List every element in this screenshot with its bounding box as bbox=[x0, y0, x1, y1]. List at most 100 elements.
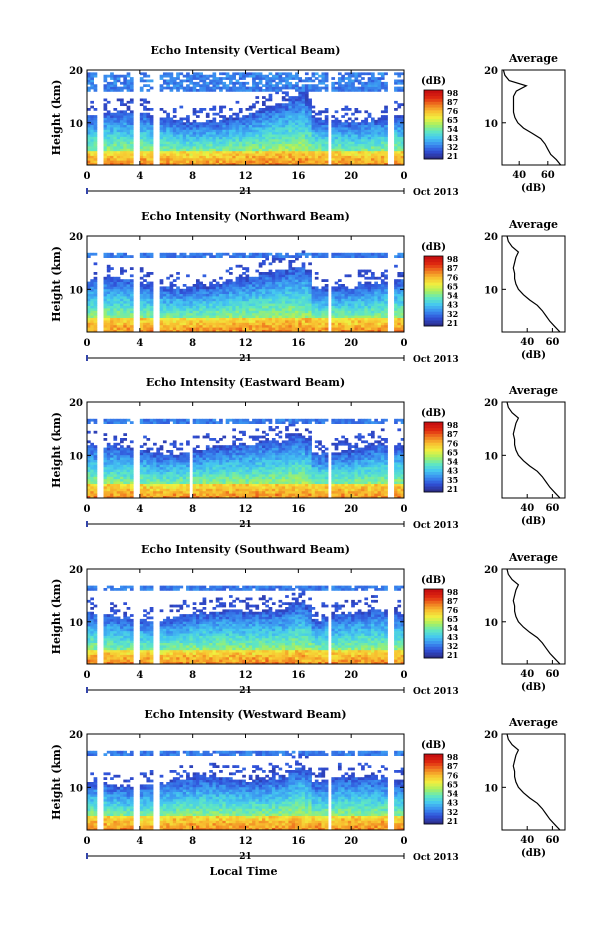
heatmap-cell bbox=[314, 86, 319, 90]
heatmap-cell bbox=[232, 136, 236, 140]
heatmap-cell bbox=[291, 269, 296, 273]
heatmap-cell bbox=[275, 286, 279, 290]
heatmap-cell bbox=[275, 146, 279, 149]
heatmap-cell bbox=[110, 300, 114, 304]
heatmap-cell bbox=[341, 134, 345, 137]
heatmap-cell bbox=[311, 150, 316, 154]
heatmap-cell bbox=[172, 252, 177, 256]
heatmap-cell bbox=[311, 300, 316, 304]
heatmap-cell bbox=[225, 86, 230, 90]
heatmap-cell bbox=[344, 157, 349, 161]
heatmap-cell bbox=[166, 86, 170, 90]
heatmap-cell bbox=[212, 148, 217, 152]
heatmap-cell bbox=[252, 286, 256, 290]
heatmap-cell bbox=[162, 117, 167, 121]
heatmap-cell bbox=[205, 127, 210, 130]
heatmap-cell bbox=[285, 279, 289, 282]
heatmap-cell bbox=[285, 124, 289, 128]
heatmap-cell bbox=[93, 459, 98, 463]
heatmap-cell bbox=[202, 122, 207, 126]
heatmap-cell bbox=[116, 474, 121, 477]
heatmap-cell bbox=[344, 124, 349, 128]
heatmap-cell bbox=[361, 310, 365, 314]
heatmap-cell bbox=[288, 84, 293, 88]
heatmap-cell bbox=[268, 86, 273, 90]
heatmap-cell bbox=[103, 310, 108, 314]
heatmap-cell bbox=[400, 329, 405, 333]
heatmap-cell bbox=[271, 129, 276, 133]
heatmap-cell bbox=[377, 305, 382, 309]
heatmap-cell bbox=[116, 286, 121, 290]
heatmap-cell bbox=[129, 327, 134, 330]
heatmap-cell bbox=[377, 157, 382, 161]
heatmap-cell bbox=[285, 119, 289, 123]
heatmap-cell bbox=[212, 303, 217, 306]
heatmap-cell bbox=[291, 148, 296, 152]
heatmap-cell bbox=[189, 303, 194, 306]
heatmap-cell bbox=[291, 308, 296, 311]
heatmap-cell bbox=[298, 110, 303, 114]
heatmap-cell bbox=[337, 122, 342, 126]
heatmap-cell bbox=[334, 288, 339, 292]
heatmap-cell bbox=[90, 153, 94, 156]
heatmap-cell bbox=[394, 129, 398, 133]
heatmap-cell bbox=[192, 89, 197, 92]
heatmap-cell bbox=[298, 320, 303, 323]
heatmap-cell bbox=[199, 322, 203, 326]
heatmap-cell bbox=[248, 286, 253, 290]
heatmap-cell bbox=[123, 77, 128, 80]
heatmap-cell bbox=[113, 438, 118, 441]
heatmap-cell bbox=[265, 324, 270, 328]
heatmap-cell bbox=[202, 153, 207, 156]
heatmap-cell bbox=[110, 483, 114, 487]
heatmap-cell bbox=[120, 320, 124, 323]
x-tick-label: 16 bbox=[291, 338, 305, 349]
heatmap-cell bbox=[172, 146, 177, 149]
heatmap-cell bbox=[166, 315, 170, 318]
heatmap-cell bbox=[195, 89, 200, 92]
heatmap-cell bbox=[298, 284, 303, 287]
heatmap-cell bbox=[235, 322, 240, 326]
heatmap-cell bbox=[219, 77, 223, 80]
heatmap-cell bbox=[162, 162, 167, 166]
heatmap-cell bbox=[205, 134, 210, 137]
heatmap-cell bbox=[189, 317, 194, 321]
heatmap-cell bbox=[295, 324, 299, 328]
heatmap-cell bbox=[116, 157, 121, 161]
heatmap-cell bbox=[209, 320, 213, 323]
heatmap-cell bbox=[176, 74, 180, 78]
heatmap-cell bbox=[341, 79, 345, 83]
heatmap-cell bbox=[400, 279, 405, 282]
heatmap-cell bbox=[354, 288, 359, 292]
heatmap-cell bbox=[397, 252, 402, 256]
heatmap-cell bbox=[215, 138, 220, 142]
heatmap-cell bbox=[103, 464, 108, 468]
heatmap-cell bbox=[159, 320, 164, 323]
heatmap-cell bbox=[344, 303, 349, 306]
heatmap-cell bbox=[354, 143, 359, 147]
heatmap-cell bbox=[374, 320, 378, 323]
heatmap-cell bbox=[361, 131, 365, 135]
heatmap-cell bbox=[361, 127, 365, 130]
heatmap-cell bbox=[324, 134, 329, 137]
heatmap-cell bbox=[298, 153, 303, 156]
heatmap-cell bbox=[357, 303, 362, 306]
heatmap-cell bbox=[262, 129, 266, 133]
heatmap-cell bbox=[295, 303, 299, 306]
heatmap-cell bbox=[129, 324, 134, 328]
heatmap-cell bbox=[298, 305, 303, 309]
heatmap-cell bbox=[87, 74, 91, 78]
heatmap-cell bbox=[189, 143, 194, 147]
heatmap-cell bbox=[219, 115, 223, 118]
heatmap-cell bbox=[374, 293, 378, 297]
heatmap-cell bbox=[301, 84, 306, 88]
heatmap-cell bbox=[228, 322, 233, 326]
heatmap-cell bbox=[258, 296, 263, 299]
heatmap-cell bbox=[139, 117, 144, 121]
heatmap-cell bbox=[397, 324, 402, 328]
heatmap-cell bbox=[123, 305, 128, 309]
heatmap-cell bbox=[285, 276, 289, 280]
heatmap-cell bbox=[337, 153, 342, 156]
heatmap-cell bbox=[209, 131, 213, 135]
beam-panel: Echo Intensity (Northward Beam)2010Heigh… bbox=[50, 210, 566, 365]
